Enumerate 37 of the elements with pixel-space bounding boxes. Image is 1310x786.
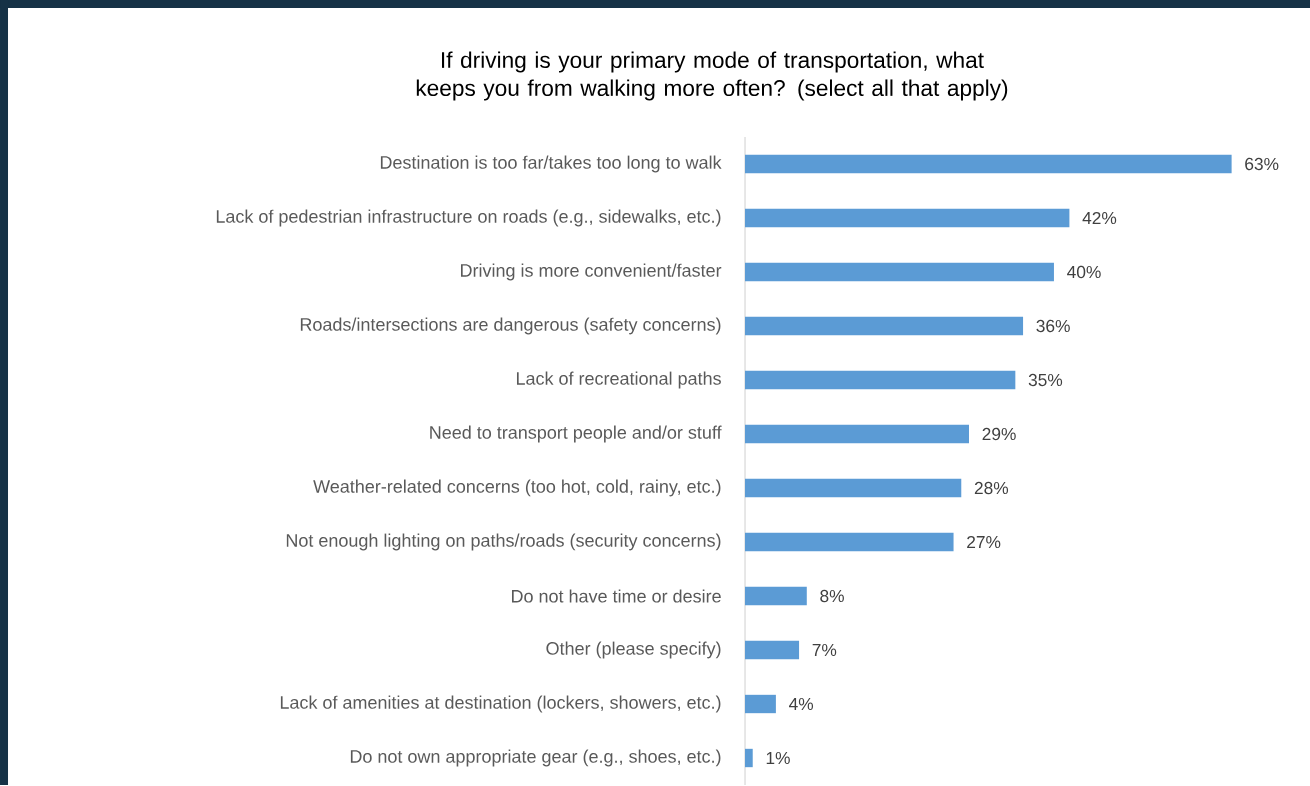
y-tick-label: Lack of pedestrian infrastructure on roads (e.g., sidewalks, etc.)	[216, 209, 721, 227]
bar	[745, 694, 776, 714]
bar	[745, 748, 753, 768]
y-tick-label: Do not have time or desire	[512, 589, 721, 603]
bar	[745, 532, 954, 552]
bar	[745, 586, 807, 606]
y-tick-label: Destination is too far/takes too long to walk	[380, 155, 722, 173]
bar	[745, 370, 1016, 390]
bar	[745, 640, 800, 660]
bar	[745, 208, 1070, 228]
bar	[745, 424, 969, 444]
bar	[745, 262, 1054, 282]
data-label: 29%	[982, 428, 1016, 441]
y-tick-label: Driving is more convenient/faster	[461, 263, 722, 281]
data-label: 4%	[789, 698, 814, 711]
data-label: 40%	[1067, 266, 1101, 279]
y-tick-label: Not enough lighting on paths/roads (security concerns)	[286, 533, 721, 551]
y-tick-label: Need to transport people and/or stuff	[430, 425, 722, 443]
data-label: 1%	[766, 752, 790, 765]
data-label: 28%	[974, 482, 1009, 495]
data-label: 36%	[1036, 320, 1070, 333]
y-tick-label: Roads/intersections are dangerous (safety concerns)	[300, 317, 721, 335]
y-tick-label: Weather-related concerns (too hot, cold, rainy, etc.)	[313, 479, 721, 497]
y-tick-label: Lack of recreational paths	[516, 371, 721, 389]
y-tick-label: Other (please specify)	[546, 641, 721, 659]
bar	[745, 154, 1232, 174]
bar	[745, 316, 1024, 336]
y-tick-label: Do not own appropriate gear (e.g., shoes, etc.)	[350, 749, 721, 767]
y-tick-label: Lack of amenities at destination (lockers, showers, etc.)	[280, 695, 721, 713]
bar	[745, 478, 962, 498]
data-label: 35%	[1028, 374, 1063, 387]
data-label: 63%	[1245, 158, 1279, 171]
data-label: 42%	[1082, 212, 1117, 225]
chart-title: If driving is your primary mode of transportation, what keeps you from walking more often? (select all that apply)	[416, 51, 1008, 101]
data-label: 7%	[812, 644, 837, 657]
data-label: 8%	[820, 590, 844, 603]
data-label: 27%	[967, 536, 1001, 549]
